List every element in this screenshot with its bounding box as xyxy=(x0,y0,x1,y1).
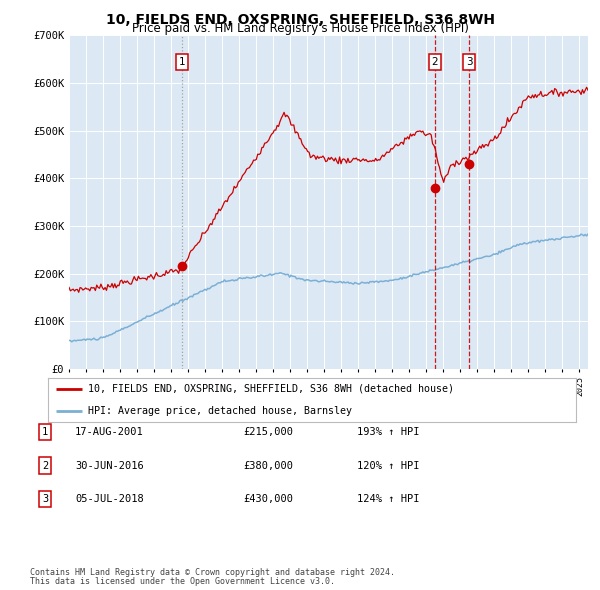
Text: 2: 2 xyxy=(42,461,48,470)
Text: This data is licensed under the Open Government Licence v3.0.: This data is licensed under the Open Gov… xyxy=(30,577,335,586)
Text: £215,000: £215,000 xyxy=(243,427,293,437)
Text: 17-AUG-2001: 17-AUG-2001 xyxy=(75,427,144,437)
Text: 3: 3 xyxy=(42,494,48,504)
Text: 1: 1 xyxy=(42,427,48,437)
Text: 1: 1 xyxy=(179,57,185,67)
Text: 2: 2 xyxy=(431,57,438,67)
Text: 30-JUN-2016: 30-JUN-2016 xyxy=(75,461,144,470)
Text: £430,000: £430,000 xyxy=(243,494,293,504)
Text: Price paid vs. HM Land Registry's House Price Index (HPI): Price paid vs. HM Land Registry's House … xyxy=(131,22,469,35)
Text: 10, FIELDS END, OXSPRING, SHEFFIELD, S36 8WH: 10, FIELDS END, OXSPRING, SHEFFIELD, S36… xyxy=(106,13,494,27)
Text: 10, FIELDS END, OXSPRING, SHEFFIELD, S36 8WH (detached house): 10, FIELDS END, OXSPRING, SHEFFIELD, S36… xyxy=(88,384,454,394)
Text: Contains HM Land Registry data © Crown copyright and database right 2024.: Contains HM Land Registry data © Crown c… xyxy=(30,568,395,577)
Text: 3: 3 xyxy=(466,57,472,67)
Text: 193% ↑ HPI: 193% ↑ HPI xyxy=(357,427,419,437)
Text: 124% ↑ HPI: 124% ↑ HPI xyxy=(357,494,419,504)
Text: £380,000: £380,000 xyxy=(243,461,293,470)
Text: 120% ↑ HPI: 120% ↑ HPI xyxy=(357,461,419,470)
Text: HPI: Average price, detached house, Barnsley: HPI: Average price, detached house, Barn… xyxy=(88,406,352,416)
Text: 05-JUL-2018: 05-JUL-2018 xyxy=(75,494,144,504)
